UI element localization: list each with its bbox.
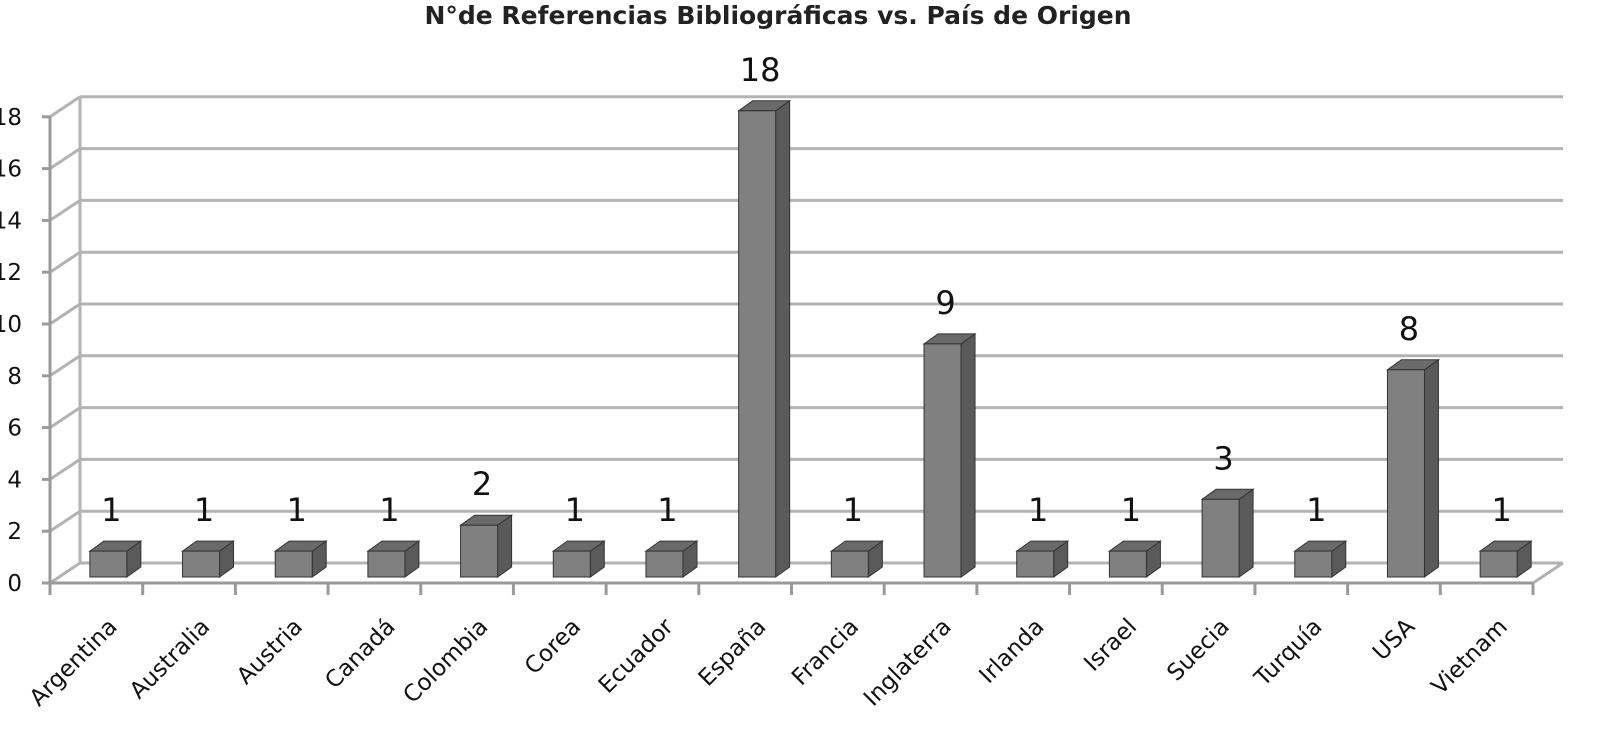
bar (1108, 550, 1147, 578)
gridline-diagonal (49, 561, 81, 585)
data-label: 1 (657, 491, 677, 529)
data-label: 1 (565, 491, 585, 529)
floor-edge (1532, 561, 1564, 585)
bar (367, 550, 406, 578)
bar (738, 110, 777, 578)
data-label: 1 (194, 491, 214, 529)
y-tick-label: 2 (7, 519, 22, 545)
bars (88, 99, 1533, 578)
bar-side (1238, 488, 1254, 578)
y-tick-label: 6 (7, 416, 22, 442)
bar (645, 550, 684, 578)
data-label: 1 (1028, 491, 1048, 529)
y-tick-label: 4 (7, 467, 22, 493)
bar-side (1423, 358, 1439, 578)
bar-side (960, 332, 976, 578)
y-tick-label: 8 (7, 364, 22, 390)
axes (42, 115, 1535, 595)
bar-francia (829, 540, 884, 578)
bar-suecia (1200, 488, 1255, 578)
data-label: 8 (1399, 310, 1419, 348)
gridline-diagonal (49, 354, 81, 378)
bar-ecuador (644, 540, 699, 578)
data-label: 1 (379, 491, 399, 529)
chart-title: N°de Referencias Bibliográficas vs. País… (424, 1, 1131, 30)
bar-canadá (366, 540, 421, 578)
bar-australia (180, 540, 236, 578)
x-tick-label: Austria (232, 614, 308, 690)
x-tick-label: Turquía (1249, 614, 1327, 692)
x-tick-label: Argentina (25, 614, 123, 712)
bar-turquía (1293, 540, 1348, 578)
bar-argentina (88, 540, 143, 578)
data-label: 1 (1491, 491, 1511, 529)
bar-españa (737, 99, 792, 578)
bar-side (497, 514, 513, 578)
data-label: 1 (1306, 491, 1326, 529)
gridline-diagonal (49, 199, 81, 222)
x-tick-label: Canadá (320, 614, 400, 694)
gridline-diagonal (49, 147, 81, 170)
bar-usa (1385, 358, 1441, 578)
bar (182, 550, 221, 578)
bar (923, 343, 962, 578)
data-label: 9 (935, 284, 955, 322)
y-tick-label: 10 (0, 312, 22, 338)
bar (830, 550, 869, 578)
bar (274, 550, 313, 578)
bar-austria (273, 540, 328, 578)
x-tick-label: Corea (520, 614, 586, 680)
x-tick-label: Suecia (1162, 614, 1234, 686)
x-tick-label: Israel (1079, 614, 1142, 677)
bar (89, 550, 128, 578)
data-label: 18 (740, 51, 781, 89)
x-tick-label: Australia (125, 614, 215, 704)
bar (1016, 550, 1055, 578)
x-tick-label: USA (1368, 614, 1420, 666)
y-tick-label: 12 (0, 260, 22, 286)
x-tick-label: Colombia (399, 614, 494, 709)
data-label: 2 (472, 465, 492, 503)
bar (1201, 498, 1240, 578)
bar-vietnam (1478, 540, 1533, 578)
data-label: 1 (1121, 491, 1141, 529)
data-label: 1 (843, 491, 863, 529)
gridline-diagonal (49, 458, 81, 481)
bar-corea (551, 540, 606, 578)
x-tick-label: Francia (787, 614, 864, 691)
bar (552, 550, 591, 578)
x-tick-label: Inglaterra (859, 614, 957, 712)
gridline-diagonal (49, 509, 81, 533)
data-label: 1 (101, 491, 121, 529)
y-tick-label: 14 (0, 208, 22, 234)
x-tick-label: Vietnam (1427, 614, 1513, 700)
gridline-diagonal (49, 95, 81, 119)
gridline-diagonal (49, 302, 81, 326)
bar (1479, 550, 1518, 578)
bar-side (775, 99, 791, 578)
gridlines (49, 95, 1564, 585)
gridline-diagonal (49, 406, 81, 429)
data-label: 1 (287, 491, 307, 529)
y-tick-label: 0 (7, 571, 22, 597)
x-tick-label: España (694, 614, 772, 692)
bar-inglaterra (922, 332, 977, 578)
y-tick-labels: 0 2 4 6 8 10 12 14 16 18 (0, 105, 22, 597)
data-label: 3 (1213, 439, 1233, 477)
y-tick-label: 18 (0, 105, 22, 131)
x-tick-label: Ecuador (594, 613, 679, 698)
bar (460, 524, 499, 578)
bar (1386, 369, 1425, 578)
y-tick-label: 16 (0, 157, 22, 183)
gridline-diagonal (49, 250, 81, 274)
bar (1294, 550, 1333, 578)
bar-colombia (459, 514, 514, 578)
bar-irlanda (1015, 540, 1070, 578)
bar-israel (1107, 540, 1162, 578)
x-tick-label: Irlanda (975, 614, 1050, 689)
